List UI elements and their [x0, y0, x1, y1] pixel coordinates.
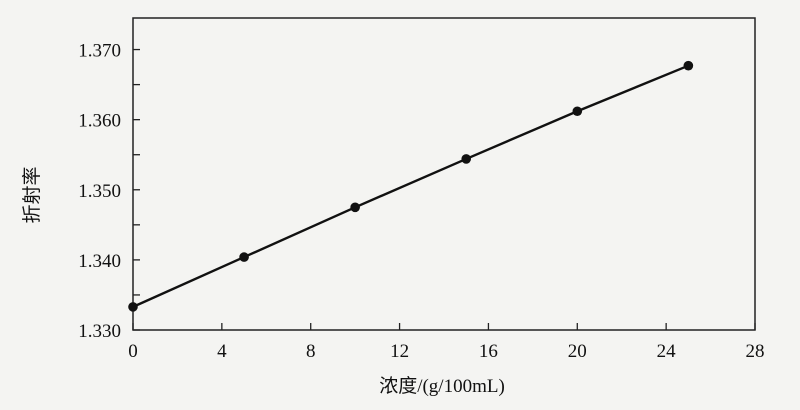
- data-point: [128, 302, 138, 312]
- y-axis-label: 折射率: [21, 166, 43, 223]
- x-tick-label: 20: [568, 341, 587, 362]
- x-tick-label: 12: [390, 341, 409, 362]
- plot-frame: [132, 17, 756, 331]
- x-axis-label: 浓度/(g/100mL): [379, 375, 505, 397]
- y-tick-label: 1.360: [78, 111, 121, 132]
- y-tick-label: 1.330: [78, 321, 121, 342]
- x-tick-label: 24: [657, 341, 677, 362]
- x-tick-label: 8: [306, 341, 316, 362]
- y-tick-label: 1.340: [78, 251, 121, 272]
- x-tick-label: 4: [217, 341, 227, 362]
- x-tick-label: 0: [128, 341, 138, 362]
- y-tick-label: 1.370: [78, 41, 121, 62]
- series-line: [132, 64, 689, 308]
- x-tick-label: 28: [746, 341, 765, 362]
- x-tick-label: 16: [479, 341, 498, 362]
- data-point: [683, 60, 694, 71]
- data-point: [239, 252, 249, 262]
- data-point: [461, 154, 472, 164]
- data-point: [350, 202, 360, 213]
- y-tick-label: 1.350: [78, 181, 121, 202]
- data-point: [572, 106, 583, 117]
